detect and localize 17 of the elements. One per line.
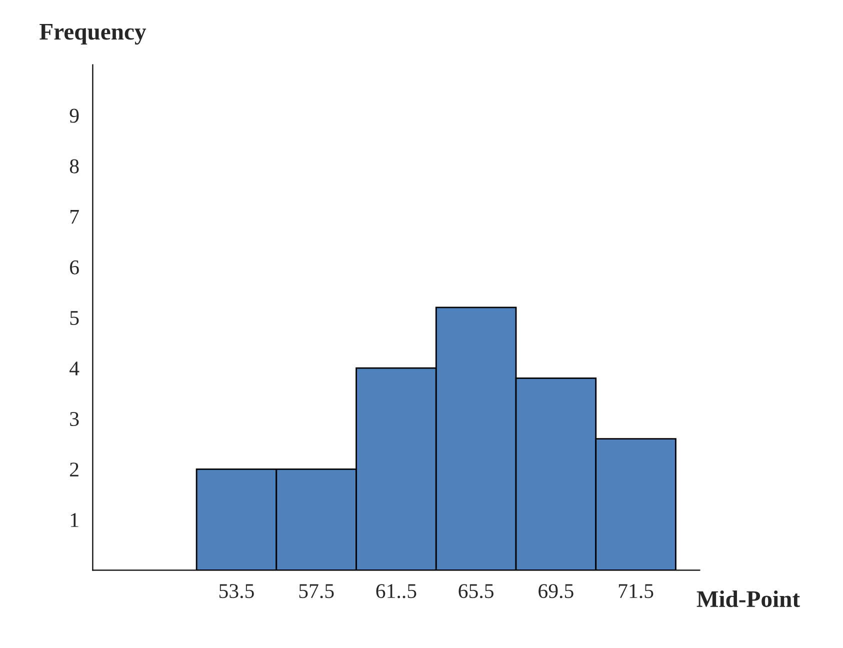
x-tick-label: 71.5 — [618, 584, 654, 598]
x-tick-label: 57.5 — [299, 584, 334, 598]
y-tick-label: 4 — [70, 362, 80, 376]
y-tick-label: 6 — [70, 260, 79, 274]
y-tick-label: 2 — [70, 462, 78, 476]
x-axis-title: Mid-Point — [696, 590, 800, 608]
y-axis-title: Frequency — [40, 24, 146, 45]
y-tick-label: 8 — [70, 159, 79, 174]
y-tick-label: 3 — [70, 412, 79, 426]
y-tick-label: 1 — [70, 513, 78, 527]
x-tick-label: 53.5 — [219, 584, 254, 598]
x-tick-label: 69.5 — [538, 584, 574, 598]
y-tick-label: 9 — [70, 108, 79, 123]
y-tick-label: 5 — [70, 311, 79, 325]
x-tick-label: 61..5 — [376, 584, 416, 598]
x-tick-label: 65.5 — [458, 584, 494, 598]
y-tick-label: 7 — [70, 210, 79, 224]
